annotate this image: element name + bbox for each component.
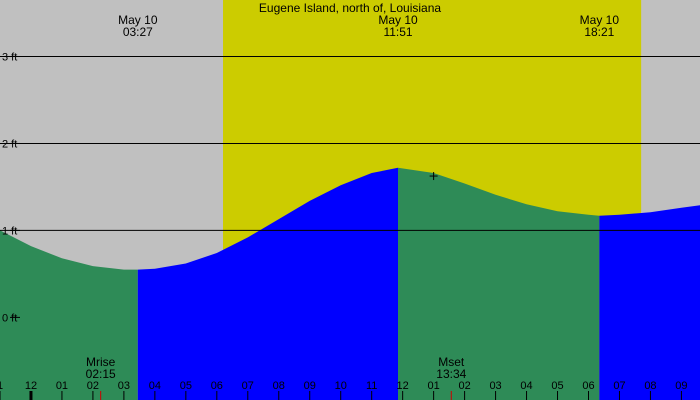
y-tick-label: 0 ft bbox=[2, 312, 17, 324]
x-tick-label: 05 bbox=[551, 380, 563, 392]
x-tick-label: 04 bbox=[149, 380, 161, 392]
x-tick-label: 11 bbox=[366, 380, 377, 392]
x-tick-label: 03 bbox=[118, 380, 130, 392]
x-tick-label: 04 bbox=[520, 380, 532, 392]
x-tick-label: 09 bbox=[675, 380, 687, 392]
x-tick-label: 06 bbox=[582, 380, 594, 392]
x-tick-label: 01 bbox=[56, 380, 68, 392]
x-tick-label: 06 bbox=[211, 380, 223, 392]
extreme-time-label: 03:27 bbox=[123, 25, 153, 39]
x-tick-label: 07 bbox=[613, 380, 625, 392]
extreme-date-label: May 10 bbox=[580, 13, 620, 27]
y-tick-label: 1 ft bbox=[2, 225, 17, 237]
rising-tide-area bbox=[137, 167, 399, 400]
extreme-time-label: 18:21 bbox=[584, 25, 614, 39]
moon-event-label: Mset bbox=[438, 355, 465, 369]
moon-event-time: 13:34 bbox=[436, 367, 466, 381]
tide-area-layer bbox=[0, 167, 700, 400]
y-tick-label: 3 ft bbox=[2, 52, 17, 64]
extreme-time-label: 11:51 bbox=[383, 25, 412, 39]
moon-event-label: Mrise bbox=[86, 355, 116, 369]
x-tick-label: 12 bbox=[397, 380, 409, 392]
axis-layer: 3 ft 2 ft 1 ft 0 ft 1 12 01 02 03 04 05 06 07 08 09 10 1… bbox=[0, 52, 688, 400]
chart-title: Eugene Island, north of, Louisiana bbox=[259, 1, 441, 15]
x-tick-label: 03 bbox=[489, 380, 501, 392]
x-tick-label: 02 bbox=[458, 380, 470, 392]
falling-tide-area bbox=[0, 230, 138, 400]
x-tick-label: 02 bbox=[87, 380, 99, 392]
x-tick-label: 07 bbox=[242, 380, 254, 392]
y-tick-label: 2 ft bbox=[2, 138, 17, 150]
moon-event-time: 02:15 bbox=[86, 367, 116, 381]
rising-tide-area bbox=[599, 205, 700, 400]
grid-layer bbox=[0, 56, 700, 231]
x-tick-label: 1 bbox=[0, 380, 3, 392]
x-tick-label: 05 bbox=[180, 380, 192, 392]
x-tick-label: 12 bbox=[25, 380, 37, 392]
x-tick-label: 09 bbox=[304, 380, 316, 392]
falling-tide-area bbox=[398, 167, 600, 400]
x-tick-label: 08 bbox=[644, 380, 656, 392]
extreme-date-label: May 10 bbox=[118, 13, 158, 27]
x-tick-label: 10 bbox=[335, 380, 347, 392]
extreme-date-label: May 10 bbox=[378, 13, 418, 27]
x-tick-label: 01 bbox=[428, 380, 440, 392]
x-tick-label: 08 bbox=[273, 380, 285, 392]
